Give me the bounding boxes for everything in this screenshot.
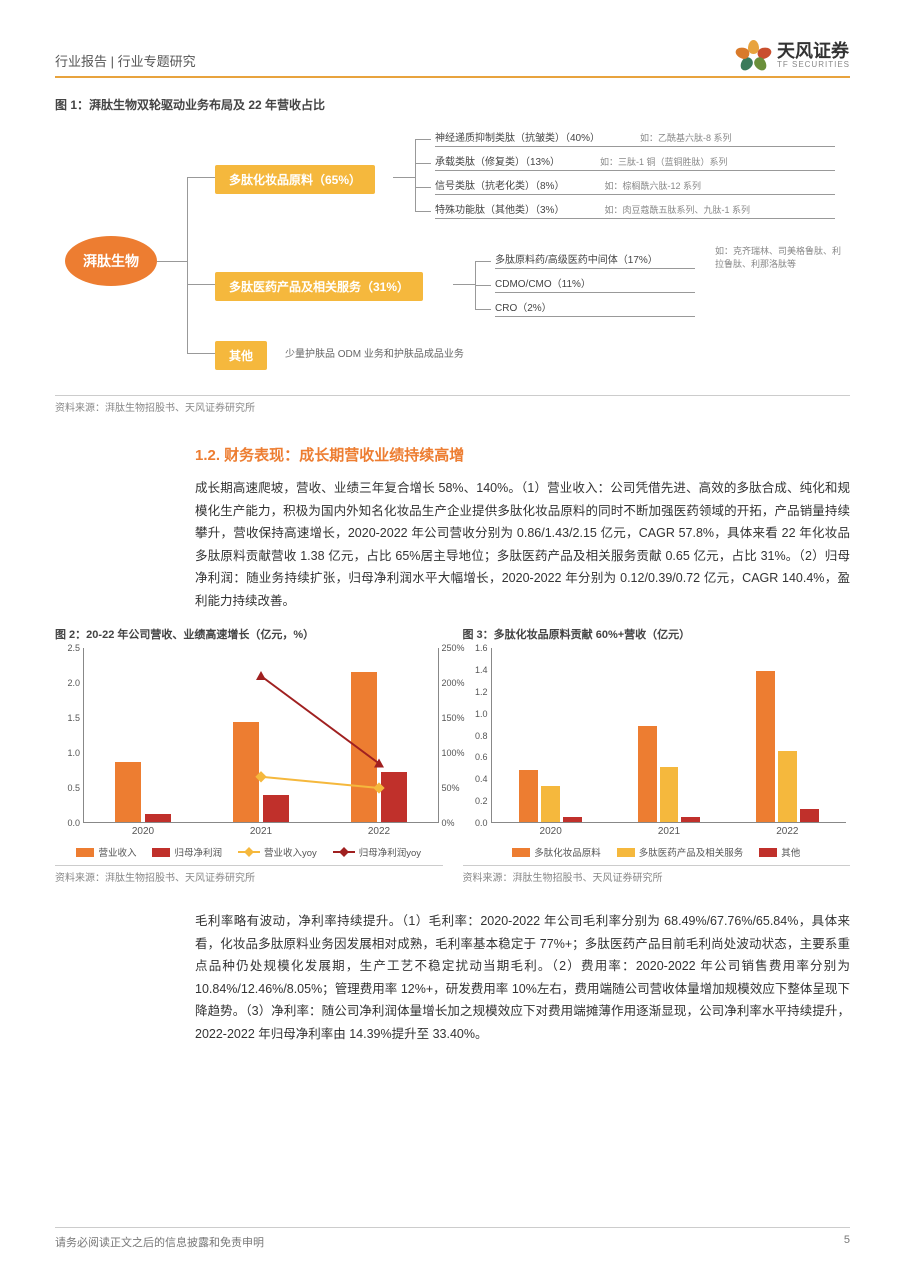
brand-name: 天风证券: [777, 42, 850, 60]
leaf-2-1: 多肽原料药/高级医药中间体（17%）: [495, 251, 695, 269]
diagram-root: 湃肽生物: [65, 236, 157, 286]
chart3: 图 3：多肽化妆品原料贡献 60%+营收（亿元） 0.00.20.40.60.8…: [463, 626, 851, 884]
page-header: 行业报告 | 行业专题研究 天风证券 TF SECURITIES: [55, 40, 850, 78]
page-number: 5: [844, 1234, 850, 1250]
chart3-source: 资料来源：湃肽生物招股书、天风证券研究所: [463, 865, 851, 884]
fig1-source: 资料来源：湃肽生物招股书、天风证券研究所: [55, 395, 850, 414]
section-para1: 成长期高速爬坡，营收、业绩三年复合增长 58%、140%。（1）营业收入：公司凭…: [195, 477, 850, 612]
fig1-title: 图 1：湃肽生物双轮驱动业务布局及 22 年营收占比: [55, 96, 850, 113]
branch2-side-note: 如：克齐瑞林、司美格鲁肽、利拉鲁肽、利那洛肽等: [715, 245, 845, 270]
chart2-title: 图 2：20-22 年公司营收、业绩高速增长（亿元，%）: [55, 626, 443, 642]
chart2: 图 2：20-22 年公司营收、业绩高速增长（亿元，%） 0.00.51.01.…: [55, 626, 443, 884]
leaf-1-3: 信号类肽（抗老化类）（8%）如：棕榈酰六肽-12 系列: [435, 177, 835, 195]
fig1-diagram: 湃肽生物 多肽化妆品原料（65%） 神经递质抑制类肽（抗皱类）（40%）如：乙酰…: [55, 121, 850, 391]
leaf-2-2: CDMO/CMO（11%）: [495, 275, 695, 293]
leaf-1-1: 神经递质抑制类肽（抗皱类）（40%）如：乙酰基六肽-8 系列: [435, 129, 835, 147]
chart3-legend: 多肽化妆品原料 多肽医药产品及相关服务 其他: [463, 845, 851, 859]
leaf-2-3: CRO（2%）: [495, 299, 695, 317]
leaf-1-2: 承载类肽（修复类）（13%）如：三肽-1 铜（蓝铜胜肽）系列: [435, 153, 835, 171]
chart3-title: 图 3：多肽化妆品原料贡献 60%+营收（亿元）: [463, 626, 851, 642]
branch-pharma: 多肽医药产品及相关服务（31%）: [215, 272, 423, 301]
branch-other: 其他: [215, 341, 267, 370]
branch-cosmetic: 多肽化妆品原料（65%）: [215, 165, 375, 194]
brand-logo: 天风证券 TF SECURITIES: [737, 40, 850, 70]
chart2-source: 资料来源：湃肽生物招股书、天风证券研究所: [55, 865, 443, 884]
chart2-legend: 营业收入 归母净利润 营业收入yoy 归母净利润yoy: [55, 845, 443, 859]
logo-mark: [737, 40, 771, 70]
leaf-1-4: 特殊功能肽（其他类）（3%）如：肉豆蔻酰五肽系列、九肽-1 系列: [435, 201, 835, 219]
brand-name-en: TF SECURITIES: [777, 60, 850, 69]
section-1-2-title: 1.2. 财务表现：成长期营收业绩持续高增: [195, 444, 850, 465]
footer-disclaimer: 请务必阅读正文之后的信息披露和免责申明: [55, 1234, 264, 1250]
section-para2: 毛利率略有波动，净利率持续提升。（1）毛利率：2020-2022 年公司毛利率分…: [195, 910, 850, 1045]
header-left-text: 行业报告 | 行业专题研究: [55, 51, 196, 70]
leaf-3-1: 少量护肤品 ODM 业务和护肤品成品业务: [285, 345, 464, 360]
charts-row: 图 2：20-22 年公司营收、业绩高速增长（亿元，%） 0.00.51.01.…: [55, 626, 850, 884]
page-footer: 请务必阅读正文之后的信息披露和免责申明 5: [55, 1227, 850, 1250]
